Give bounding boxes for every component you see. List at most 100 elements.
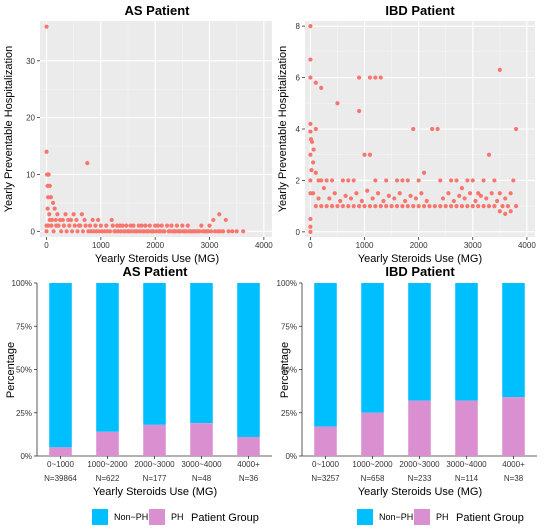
data-point (381, 198, 386, 204)
panel-3: AS Patient Yearly Steroids Use (MG) Percen… (5, 264, 272, 498)
x-tick-label: 2000~3000 (134, 460, 175, 469)
data-point (72, 223, 77, 228)
data-point (462, 196, 467, 201)
data-point (324, 178, 329, 183)
count-label: N=36 (239, 474, 259, 483)
data-point (367, 152, 373, 157)
x-tick-label: 2000 (146, 241, 164, 250)
x-tick-label: 2000 (410, 241, 428, 250)
data-point (476, 204, 481, 209)
y-axis-label: Percentage (279, 342, 291, 398)
data-point (156, 229, 162, 234)
data-point (408, 193, 413, 198)
y-tick-label: 75% (16, 322, 32, 331)
data-point (85, 161, 90, 166)
bar-non-ph (49, 283, 72, 448)
data-point (199, 223, 204, 228)
data-point (484, 196, 489, 201)
data-point (338, 198, 343, 204)
data-point (78, 223, 83, 228)
x-tick-label: 1000~2000 (352, 460, 393, 469)
x-tick-label: 4000 (255, 241, 273, 250)
data-point (311, 147, 316, 152)
data-point (319, 85, 324, 90)
data-point (465, 178, 470, 183)
bar-ph (314, 426, 337, 456)
y-tick-label: 8 (296, 22, 301, 31)
data-point (354, 191, 359, 196)
x-axis-label: Yearly Steroids Use (MG) (95, 253, 219, 265)
data-point (357, 108, 362, 114)
data-point (362, 204, 367, 209)
data-point (481, 204, 486, 209)
chart-title: IBD Patient (385, 3, 455, 18)
data-point (82, 217, 87, 223)
data-point (143, 223, 148, 228)
data-point (421, 170, 427, 175)
chart-title: IBD Patient (385, 264, 455, 279)
count-label: N=3257 (311, 474, 340, 483)
data-point (109, 217, 114, 223)
data-point (59, 229, 64, 234)
data-point (327, 196, 332, 201)
data-point (308, 152, 313, 157)
data-point (319, 178, 324, 183)
data-point (207, 223, 212, 228)
legend-title: Patient Group (191, 512, 259, 524)
data-point (495, 198, 500, 204)
bar-non-ph (361, 283, 384, 413)
data-point (324, 204, 329, 209)
x-tick-label: 1000~2000 (87, 460, 128, 469)
data-point (438, 178, 443, 183)
legend-label-non-ph: Non−PH (114, 512, 148, 522)
data-point (416, 204, 421, 209)
bar-ph (96, 431, 119, 456)
data-point (117, 223, 122, 228)
count-label: N=48 (192, 474, 212, 483)
count-label: N=39864 (44, 474, 77, 483)
y-axis-label: Yearly Preventable Hospitalization (277, 46, 289, 213)
chart-title: AS Patient (124, 3, 190, 18)
data-point (449, 178, 454, 183)
data-point (308, 24, 313, 29)
data-point (489, 191, 494, 196)
data-point (332, 191, 337, 196)
data-point (481, 178, 486, 183)
data-point (47, 212, 52, 217)
data-point (308, 57, 313, 62)
data-point (457, 193, 462, 198)
data-point (346, 204, 351, 209)
data-point (44, 229, 49, 234)
data-point (405, 204, 410, 209)
data-point (384, 178, 389, 183)
count-label: N=658 (361, 474, 385, 483)
data-point (343, 193, 348, 198)
bar-non-ph (190, 283, 213, 424)
data-point (75, 229, 80, 234)
data-point (87, 223, 93, 228)
x-tick-label: 3000~4000 (181, 460, 222, 469)
data-point (46, 172, 51, 177)
data-point (139, 223, 144, 228)
data-point (419, 191, 424, 196)
data-point (47, 217, 52, 223)
y-axis-label: Yearly Preventable Hospitalization (3, 46, 15, 213)
data-point (416, 178, 421, 183)
y-tick-label: 100% (12, 279, 32, 288)
data-point (217, 212, 222, 217)
x-axis-label: Yearly Steroids Use (MG) (358, 253, 482, 265)
data-point (107, 229, 113, 234)
data-point (411, 126, 416, 132)
data-point (367, 204, 373, 209)
data-point (45, 206, 50, 211)
data-point (308, 121, 313, 126)
data-point (335, 101, 340, 106)
data-point (313, 204, 318, 209)
data-points (308, 24, 519, 234)
data-point (513, 126, 519, 132)
bar-non-ph (408, 283, 431, 401)
data-point (467, 191, 473, 196)
y-tick-label: 2 (296, 176, 301, 185)
data-point (427, 204, 432, 209)
x-tick-label: 3000~4000 (446, 460, 487, 469)
